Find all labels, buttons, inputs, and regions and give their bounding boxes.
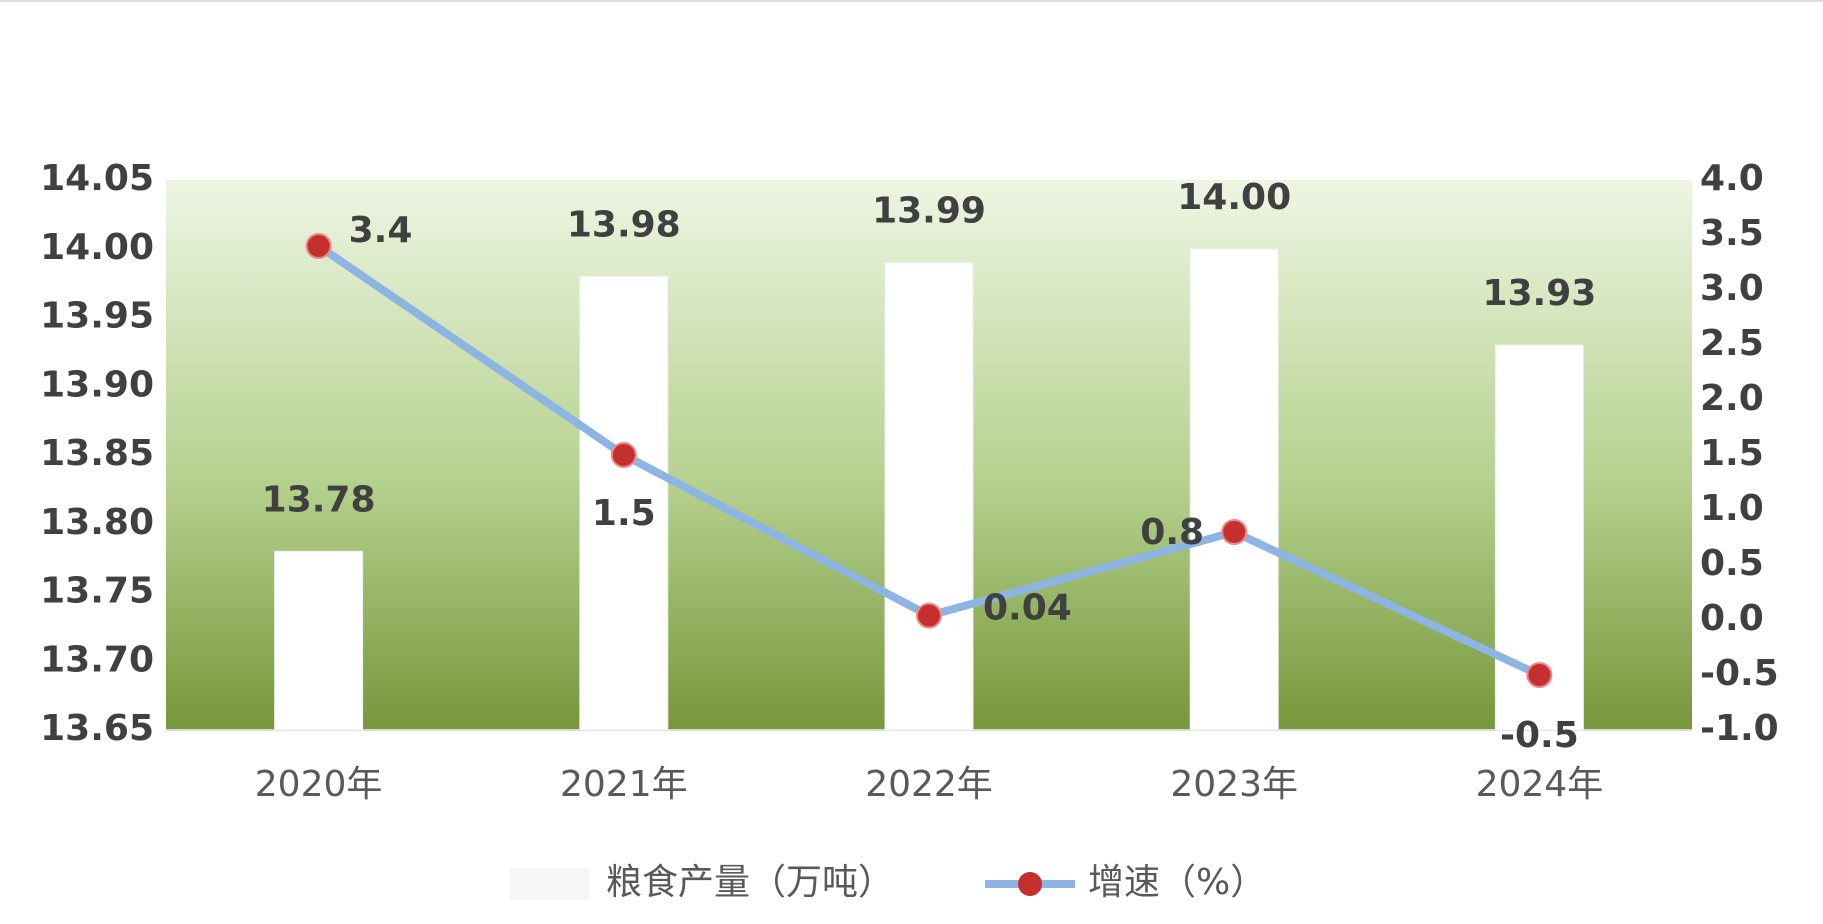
line-marker [916, 602, 942, 629]
y2-tick-label: -1.0 [1700, 708, 1779, 749]
bar-value-label: 13.99 [872, 191, 986, 232]
bar [884, 262, 974, 731]
line-value-label: 0.8 [1140, 512, 1204, 553]
x-tick-label: 2021年 [560, 764, 688, 805]
x-tick-label: 2024年 [1476, 764, 1604, 805]
y2-tick-label: 3.5 [1700, 213, 1764, 254]
line-marker [610, 442, 637, 468]
line-value-label: -0.5 [1500, 715, 1579, 756]
y-tick-label: 14.05 [40, 158, 154, 199]
y2-tick-label: 2.0 [1700, 378, 1764, 419]
legend-swatch [510, 868, 590, 900]
y-tick-label: 13.85 [40, 433, 154, 474]
y-tick-label: 13.70 [40, 639, 154, 680]
y2-tick-label: 0.5 [1700, 543, 1764, 584]
legend-label: 增速（%） [1088, 862, 1266, 903]
line-marker [1221, 519, 1248, 545]
y2-tick-label: 0.0 [1700, 598, 1764, 639]
bar [274, 550, 364, 731]
line-value-label: 1.5 [592, 493, 656, 534]
y-tick-label: 13.65 [40, 708, 154, 749]
y2-tick-label: 4.0 [1700, 158, 1764, 199]
legend-label: 粮食产量（万吨） [606, 862, 894, 903]
y2-tick-label: 1.5 [1700, 433, 1764, 474]
bar-value-label: 14.00 [1177, 177, 1291, 218]
legend-swatch [1018, 872, 1042, 896]
line-value-label: 3.4 [349, 210, 413, 251]
x-tick-label: 2020年 [255, 764, 383, 805]
y2-tick-label: -0.5 [1700, 653, 1779, 694]
bar-value-label: 13.78 [262, 479, 376, 520]
line-marker [1526, 662, 1553, 688]
line-value-label: 0.04 [983, 588, 1072, 629]
bar [1189, 248, 1279, 731]
y-tick-label: 14.00 [40, 227, 154, 268]
y2-tick-label: 3.0 [1700, 268, 1764, 309]
x-tick-label: 2022年 [865, 764, 993, 805]
x-tick-label: 2023年 [1170, 764, 1298, 805]
y-tick-label: 13.80 [40, 502, 154, 543]
y-tick-label: 13.90 [40, 364, 154, 405]
y-tick-label: 13.95 [40, 296, 154, 337]
bar [579, 275, 669, 731]
bar-value-label: 13.98 [567, 204, 681, 245]
y2-tick-label: 1.0 [1700, 488, 1764, 529]
y-tick-label: 13.75 [40, 571, 154, 612]
bar-value-label: 13.93 [1482, 273, 1596, 314]
y2-tick-label: 2.5 [1700, 323, 1764, 364]
line-marker [305, 233, 332, 259]
